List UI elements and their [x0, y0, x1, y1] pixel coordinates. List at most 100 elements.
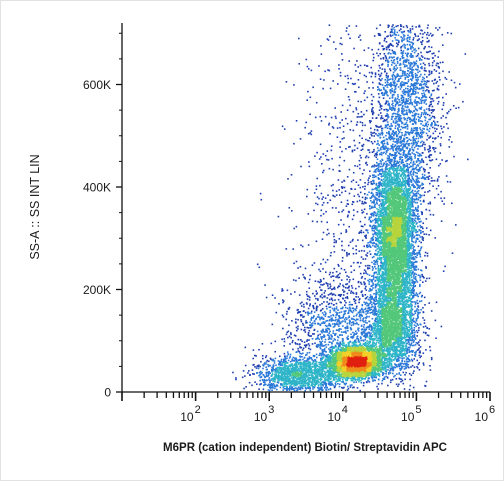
event-dot [407, 166, 409, 169]
event-dot [377, 368, 380, 370]
event-dot [385, 225, 387, 228]
event-dot [335, 352, 337, 355]
event-dot [337, 353, 339, 355]
event-dot [398, 156, 401, 159]
event-dot [356, 348, 358, 350]
event-dot [332, 354, 334, 357]
event-dot [374, 366, 376, 368]
event-dot [379, 358, 382, 360]
event-dot [423, 233, 426, 235]
event-dot [346, 367, 348, 370]
event-dot [331, 347, 334, 349]
event-dot [367, 365, 369, 368]
event-dot [362, 365, 364, 368]
event-dot [412, 263, 415, 265]
event-dot [407, 258, 410, 260]
event-dot [401, 167, 403, 169]
event-dot [366, 351, 368, 354]
event-dot [411, 254, 413, 256]
event-dot [364, 363, 367, 366]
event-dot [349, 384, 352, 387]
event-dot [374, 373, 376, 375]
event-dot [390, 282, 392, 285]
event-dot [416, 281, 419, 283]
event-dot [367, 377, 370, 379]
event-dot [425, 267, 427, 269]
event-dot [362, 384, 365, 387]
event-dot [410, 300, 412, 303]
event-dot [351, 356, 353, 359]
event-dot [381, 374, 384, 376]
event-dot [377, 281, 380, 284]
event-dot [385, 288, 388, 291]
event-dot [360, 339, 362, 342]
event-dot [354, 360, 356, 362]
event-dot [377, 252, 379, 254]
event-dot [340, 357, 343, 359]
event-dot [331, 356, 333, 358]
event-dot [357, 363, 359, 365]
event-dot [334, 368, 337, 371]
event-dot [359, 353, 362, 355]
event-dot [408, 189, 411, 191]
event-dot [335, 383, 337, 386]
event-dot [387, 358, 390, 361]
event-dot [369, 358, 371, 360]
event-dot [360, 379, 362, 382]
event-dot [362, 377, 365, 380]
event-dot [367, 343, 370, 346]
event-dot [390, 174, 392, 176]
event-dot [362, 371, 364, 374]
event-dot [371, 365, 373, 367]
event-dot [380, 125, 382, 127]
event-dot [353, 386, 355, 389]
event-dot [381, 219, 383, 222]
event-dot [362, 202, 365, 205]
event-dot [386, 303, 388, 306]
event-dot [382, 143, 384, 145]
event-dot [409, 231, 411, 233]
event-dot [399, 266, 402, 268]
event-dot [349, 349, 351, 352]
event-dot [373, 367, 375, 369]
event-dot [344, 353, 346, 355]
event-dot [359, 347, 361, 349]
event-dot [407, 296, 409, 298]
event-dot [364, 378, 367, 380]
event-dot [369, 356, 371, 359]
event-dot [349, 345, 351, 348]
event-dot [379, 237, 382, 239]
event-dot [393, 167, 396, 170]
event-dot [380, 161, 382, 163]
event-dot [338, 379, 340, 381]
event-dot [345, 369, 347, 372]
event-dot [366, 354, 369, 356]
event-dot [335, 363, 337, 365]
event-dot [376, 356, 379, 359]
event-dot [368, 370, 370, 373]
event-dot [366, 193, 369, 196]
event-dot [348, 373, 350, 375]
event-dot [396, 146, 398, 149]
event-dot [367, 374, 370, 376]
event-dot [332, 353, 335, 356]
event-dot [387, 255, 389, 258]
event-dot [369, 362, 372, 364]
event-dot [353, 376, 356, 378]
event-dot [380, 266, 382, 269]
event-dot [367, 363, 370, 365]
event-dot [353, 368, 355, 370]
event-dot [385, 260, 388, 263]
event-dot [333, 346, 336, 348]
event-dot [327, 354, 329, 356]
event-dot [315, 368, 318, 371]
event-dot [364, 348, 367, 351]
event-dot [413, 194, 415, 197]
event-dot [342, 351, 344, 353]
event-dot [391, 278, 394, 280]
event-dot [365, 369, 367, 372]
event-dot [328, 348, 330, 350]
event-dot [356, 359, 358, 362]
event-dot [358, 376, 361, 379]
event-dot [346, 360, 349, 363]
